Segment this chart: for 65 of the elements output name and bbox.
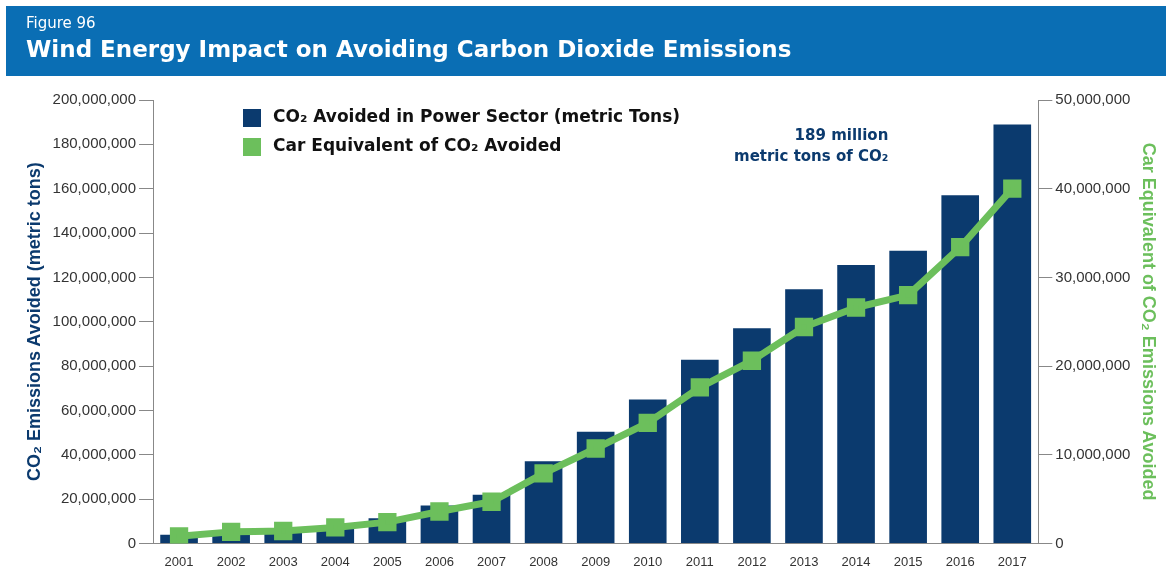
x-tick-label: 2010 xyxy=(633,553,663,569)
point xyxy=(690,378,709,397)
chart-subtitle: Figure 96 xyxy=(26,14,96,32)
y-tick-label: 0 xyxy=(127,533,137,551)
point xyxy=(794,317,814,337)
point xyxy=(482,492,501,511)
point xyxy=(951,238,970,257)
point xyxy=(898,285,918,305)
y2-tick-label: 30,000,000 xyxy=(1055,267,1131,285)
legend-label: CO₂ Avoided in Power Sector (metric Tons) xyxy=(273,106,681,127)
bar xyxy=(837,264,875,543)
y2-tick-label: 10,000,000 xyxy=(1055,444,1131,462)
x-tick-label: 2017 xyxy=(997,553,1027,569)
bar xyxy=(628,399,667,543)
point xyxy=(430,502,449,521)
y2-tick-label: 40,000,000 xyxy=(1055,178,1131,196)
x-tick-label: 2007 xyxy=(477,553,506,569)
x-tick-label: 2012 xyxy=(737,553,767,569)
x-tick-label: 2008 xyxy=(529,553,559,569)
y-tick-label: 200,000,000 xyxy=(52,90,137,108)
point xyxy=(221,522,241,542)
y-tick-label: 60,000,000 xyxy=(60,400,137,418)
y-tick-label: 180,000,000 xyxy=(52,134,137,152)
x-tick-label: 2002 xyxy=(216,553,246,569)
y-tick-label: 120,000,000 xyxy=(52,267,137,285)
point xyxy=(534,464,553,483)
point xyxy=(638,413,657,432)
y-tick-label: 20,000,000 xyxy=(60,489,137,507)
y2-tick-label: 50,000,000 xyxy=(1055,90,1131,108)
bar xyxy=(681,359,719,543)
y2-axis-title: Car Equivalent of CO₂ Emissions Avoided xyxy=(1139,142,1160,501)
x-tick-label: 2015 xyxy=(893,553,923,569)
bar xyxy=(785,289,823,543)
point xyxy=(846,298,866,317)
bar xyxy=(993,124,1032,543)
x-tick-label: 2004 xyxy=(320,553,350,569)
x-tick-label: 2005 xyxy=(372,553,402,569)
x-tick-label: 2016 xyxy=(945,553,975,569)
bar xyxy=(733,328,771,543)
bar xyxy=(889,250,927,543)
x-tick-label: 2014 xyxy=(841,553,871,569)
y2-tick-label: 0 xyxy=(1055,533,1064,551)
y2-tick-label: 20,000,000 xyxy=(1055,356,1131,374)
point xyxy=(1003,179,1022,198)
y-tick-label: 160,000,000 xyxy=(52,178,137,196)
bar xyxy=(941,195,980,543)
point xyxy=(326,518,345,537)
x-tick-label: 2011 xyxy=(685,553,714,569)
x-tick-label: 2013 xyxy=(789,553,819,569)
y-tick-label: 80,000,000 xyxy=(60,356,137,374)
y-tick-label: 100,000,000 xyxy=(52,311,137,329)
y-tick-label: 140,000,000 xyxy=(52,223,137,241)
x-tick-label: 2006 xyxy=(424,553,454,569)
chart-title: Wind Energy Impact on Avoiding Carbon Dioxide Emissions xyxy=(26,36,792,62)
point xyxy=(586,439,605,458)
x-tick-label: 2001 xyxy=(164,553,194,569)
point xyxy=(742,351,762,370)
point xyxy=(274,521,293,541)
x-tick-label: 2003 xyxy=(268,553,298,569)
y-axis-title: CO₂ Emissions Avoided (metric tons) xyxy=(23,162,44,482)
legend-label: Car Equivalent of CO₂ Avoided xyxy=(273,135,562,156)
annotation: 189 million metric tons of CO₂ xyxy=(734,126,889,165)
point xyxy=(169,527,189,544)
y-tick-label: 40,000,000 xyxy=(60,444,137,462)
x-tick-label: 2009 xyxy=(581,553,611,569)
